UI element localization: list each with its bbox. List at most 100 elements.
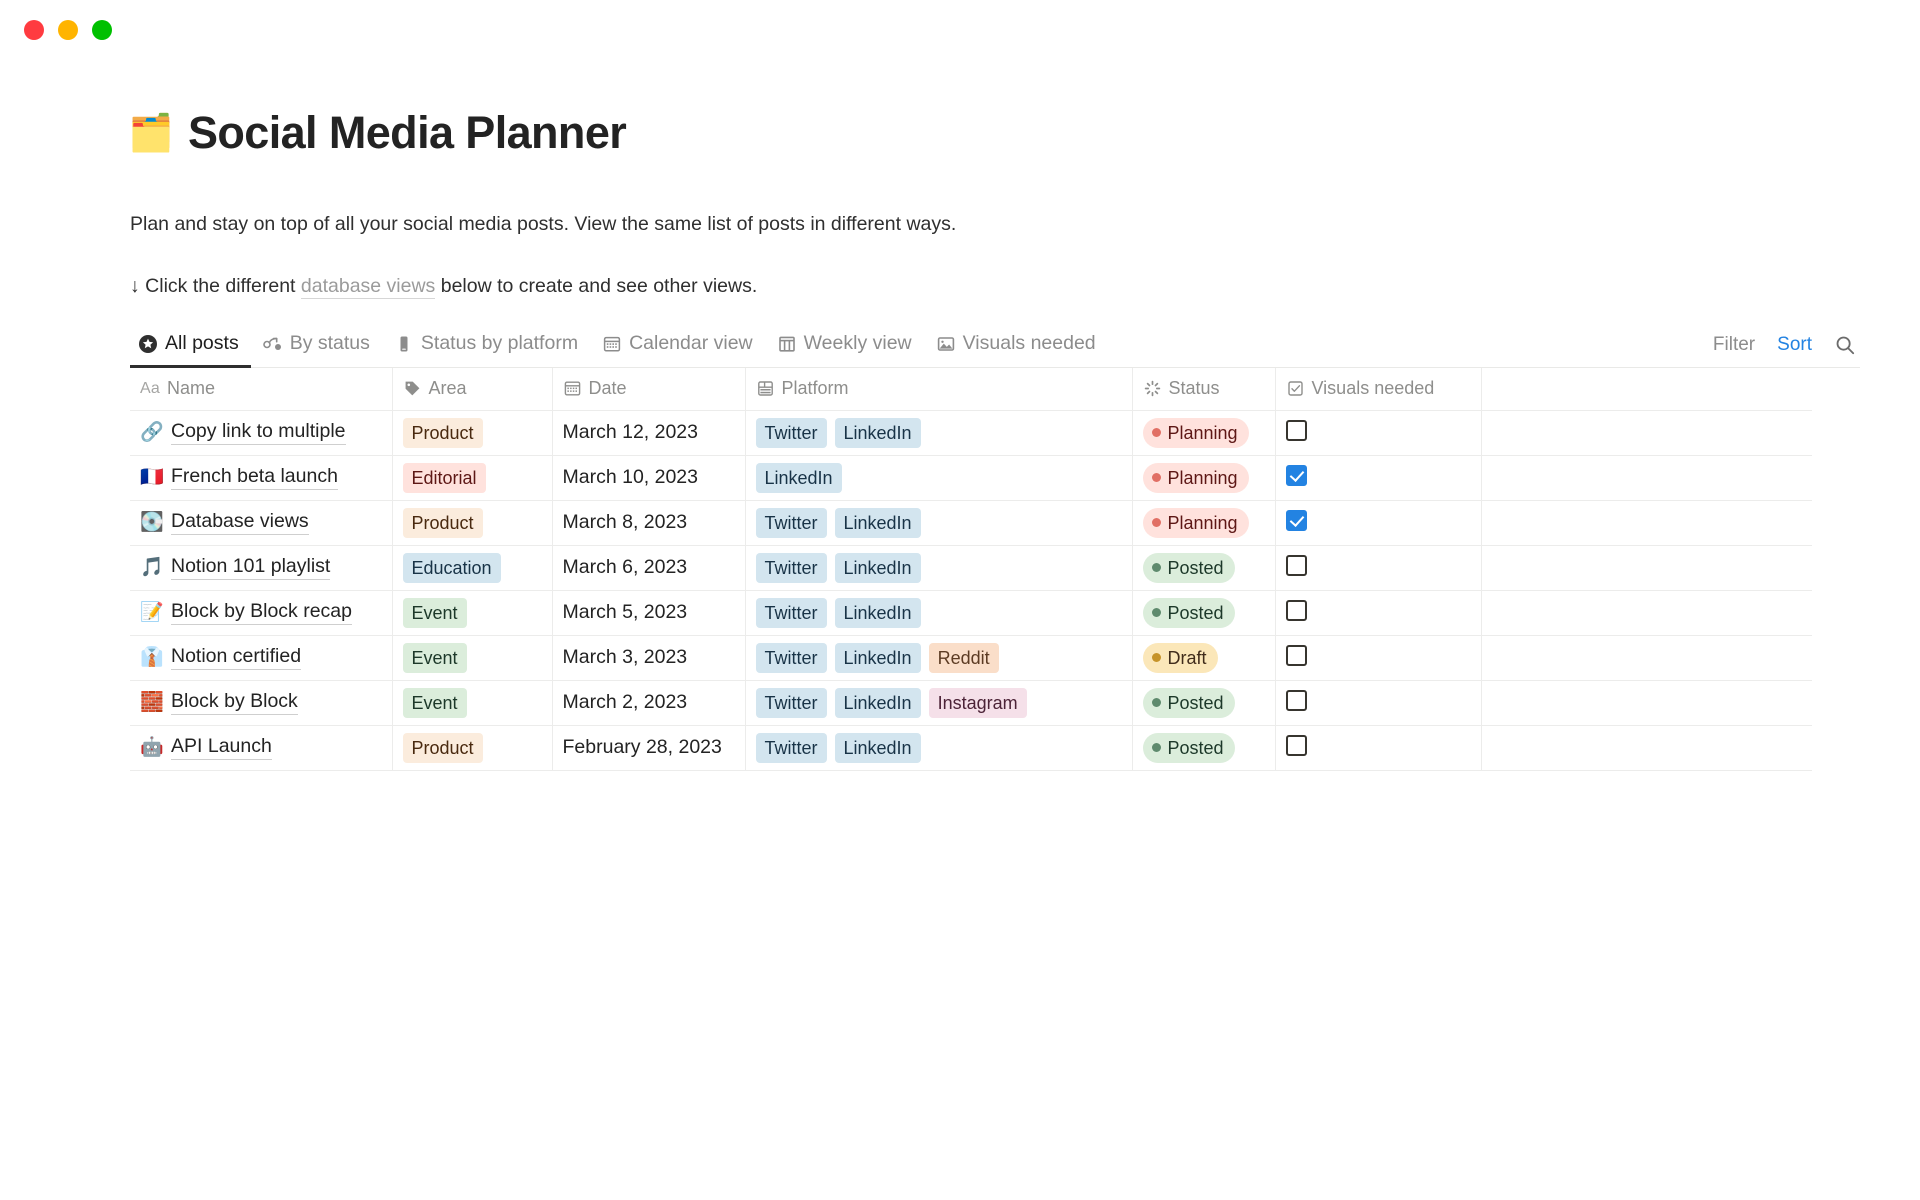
cell-platform[interactable]: Twitter LinkedIn Instagram xyxy=(745,680,1133,726)
database-views-link[interactable]: database views xyxy=(300,275,436,300)
table-row[interactable]: 💽 Database views Product March 8, 2023 Twitt… xyxy=(130,500,1812,546)
cell-area[interactable]: Product xyxy=(392,500,553,546)
row-title[interactable]: Database views xyxy=(171,510,309,536)
cell-blank xyxy=(1481,725,1812,771)
tab-visuals-needed[interactable]: Visuals needed xyxy=(924,328,1108,367)
cell-status[interactable]: Posted xyxy=(1132,680,1276,726)
cell-area[interactable]: Event xyxy=(392,635,553,681)
cell-area[interactable]: Event xyxy=(392,590,553,636)
cell-visuals-needed[interactable] xyxy=(1275,680,1482,726)
visuals-needed-checkbox[interactable] xyxy=(1285,464,1307,486)
sort-button[interactable]: Sort xyxy=(1777,334,1812,356)
cell-visuals-needed[interactable] xyxy=(1275,725,1482,771)
cell-name[interactable]: 🤖 API Launch xyxy=(130,725,393,771)
status-dot-icon xyxy=(1151,698,1161,708)
cell-area[interactable]: Editorial xyxy=(392,455,553,501)
cell-name[interactable]: 🧱 Block by Block xyxy=(130,680,393,726)
cell-date[interactable]: February 28, 2023 xyxy=(552,725,746,771)
cell-status[interactable]: Posted xyxy=(1132,590,1276,636)
cell-platform[interactable]: Twitter LinkedIn xyxy=(745,725,1133,771)
visuals-needed-checkbox[interactable] xyxy=(1285,554,1307,576)
cell-visuals-needed[interactable] xyxy=(1275,500,1482,546)
table-row[interactable]: 🔗 Copy link to multiple Product March 12, 2… xyxy=(130,410,1812,456)
cell-area[interactable]: Product xyxy=(392,410,553,456)
tab-calendar-view[interactable]: Calendar view xyxy=(590,328,765,367)
cell-status[interactable]: Planning xyxy=(1132,410,1276,456)
cell-name[interactable]: 🔗 Copy link to multiple xyxy=(130,410,393,456)
cell-status[interactable]: Posted xyxy=(1132,725,1276,771)
cell-platform[interactable]: Twitter LinkedIn xyxy=(745,545,1133,591)
cell-name[interactable]: 🎵 Notion 101 playlist xyxy=(130,545,393,591)
window-maximize-button[interactable] xyxy=(92,20,112,40)
tab-status-by-platform[interactable]: Status by platform xyxy=(382,328,590,367)
column-header-visuals-needed[interactable]: Visuals needed xyxy=(1275,368,1482,411)
platform-tag-list: Twitter LinkedIn xyxy=(755,417,1122,448)
table-row[interactable]: 🎵 Notion 101 playlist Education March 6, 20… xyxy=(130,545,1812,591)
cell-date[interactable]: March 5, 2023 xyxy=(552,590,746,636)
row-title[interactable]: Notion certified xyxy=(171,645,302,671)
visuals-needed-checkbox[interactable] xyxy=(1285,734,1307,756)
platform-tag-list: LinkedIn xyxy=(755,462,1122,493)
visuals-needed-checkbox[interactable] xyxy=(1285,599,1307,621)
cell-area[interactable]: Product xyxy=(392,725,553,771)
cell-name[interactable]: 💽 Database views xyxy=(130,500,393,546)
cell-date[interactable]: March 6, 2023 xyxy=(552,545,746,591)
cell-date[interactable]: March 2, 2023 xyxy=(552,680,746,726)
hint-prefix: ↓ Click the different xyxy=(130,275,301,298)
visuals-needed-checkbox[interactable] xyxy=(1285,509,1307,531)
cell-platform[interactable]: Twitter LinkedIn Reddit xyxy=(745,635,1133,681)
column-header-date[interactable]: Date xyxy=(552,368,746,411)
table-row[interactable]: 🇫🇷 French beta launch Editorial March 10, 2… xyxy=(130,455,1812,501)
cell-visuals-needed[interactable] xyxy=(1275,455,1482,501)
tab-by-status[interactable]: By status xyxy=(251,328,382,367)
column-label: Date xyxy=(588,378,627,399)
cell-area[interactable]: Education xyxy=(392,545,553,591)
table-row[interactable]: 📝 Block by Block recap Event March 5, 2023 T… xyxy=(130,590,1812,636)
row-title[interactable]: Block by Block recap xyxy=(171,600,352,626)
cell-date[interactable]: March 10, 2023 xyxy=(552,455,746,501)
cell-name[interactable]: 🇫🇷 French beta launch xyxy=(130,455,393,501)
cell-platform[interactable]: LinkedIn xyxy=(745,455,1133,501)
visuals-needed-checkbox[interactable] xyxy=(1285,419,1307,441)
cell-visuals-needed[interactable] xyxy=(1275,545,1482,591)
visuals-needed-checkbox[interactable] xyxy=(1285,644,1307,666)
date-value: March 3, 2023 xyxy=(562,646,688,669)
row-title[interactable]: API Launch xyxy=(171,735,272,761)
cell-platform[interactable]: Twitter LinkedIn xyxy=(745,590,1133,636)
cell-area[interactable]: Event xyxy=(392,680,553,726)
tab-all-posts[interactable]: All posts xyxy=(130,328,251,369)
cell-status[interactable]: Planning xyxy=(1132,455,1276,501)
window-minimize-button[interactable] xyxy=(58,20,78,40)
filter-button[interactable]: Filter xyxy=(1712,334,1756,356)
row-title[interactable]: French beta launch xyxy=(171,465,338,491)
cell-status[interactable]: Planning xyxy=(1132,500,1276,546)
cell-visuals-needed[interactable] xyxy=(1275,410,1482,456)
cell-platform[interactable]: Twitter LinkedIn xyxy=(745,500,1133,546)
cell-platform[interactable]: Twitter LinkedIn xyxy=(745,410,1133,456)
column-header-status[interactable]: Status xyxy=(1132,368,1276,411)
row-title[interactable]: Notion 101 playlist xyxy=(171,555,331,581)
search-icon[interactable] xyxy=(1834,334,1856,356)
row-title[interactable]: Block by Block xyxy=(171,690,298,716)
cell-date[interactable]: March 3, 2023 xyxy=(552,635,746,681)
cell-date[interactable]: March 12, 2023 xyxy=(552,410,746,456)
visuals-needed-checkbox[interactable] xyxy=(1285,689,1307,711)
table-row[interactable]: 🤖 API Launch Product February 28, 2023 Twitt… xyxy=(130,725,1812,771)
row-title[interactable]: Copy link to multiple xyxy=(171,420,346,446)
column-header-area[interactable]: Area xyxy=(392,368,553,411)
cell-visuals-needed[interactable] xyxy=(1275,635,1482,681)
cell-status[interactable]: Draft xyxy=(1132,635,1276,681)
table-row[interactable]: 👔 Notion certified Event March 3, 2023 Twitt… xyxy=(130,635,1812,681)
table-row[interactable]: 🧱 Block by Block Event March 2, 2023 Twitter… xyxy=(130,680,1812,726)
cell-name[interactable]: 📝 Block by Block recap xyxy=(130,590,393,636)
cell-visuals-needed[interactable] xyxy=(1275,590,1482,636)
window-close-button[interactable] xyxy=(24,20,44,40)
calendar-icon xyxy=(563,379,582,398)
cell-date[interactable]: March 8, 2023 xyxy=(552,500,746,546)
column-header-platform[interactable]: Platform xyxy=(745,368,1133,411)
cell-name[interactable]: 👔 Notion certified xyxy=(130,635,393,681)
cell-status[interactable]: Posted xyxy=(1132,545,1276,591)
tab-weekly-view[interactable]: Weekly view xyxy=(765,328,924,367)
column-header-name[interactable]: Aa Name xyxy=(130,368,393,411)
column-header-add[interactable] xyxy=(1481,368,1812,411)
